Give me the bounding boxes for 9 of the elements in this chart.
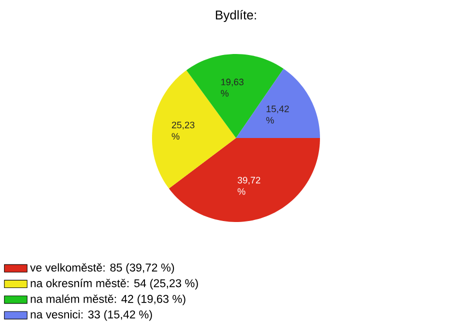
data-label: 19,63 % [220,78,244,97]
data-label: 25,23 % [172,122,194,140]
legend-label: na malém městě: 42 (19,63 %) [30,294,186,306]
legend-label: na vesnici: 33 (15,42 %) [30,310,152,321]
data-label: 15,42 % [266,106,289,124]
legend-label: ve velkoměstě: 85 (39,72 %) [30,263,174,274]
data-label: 39,72 % [238,176,260,195]
chart-title: Bydlíte: [216,10,256,22]
legend-label: na okresním městě: 54 (25,23 %) [30,278,198,290]
